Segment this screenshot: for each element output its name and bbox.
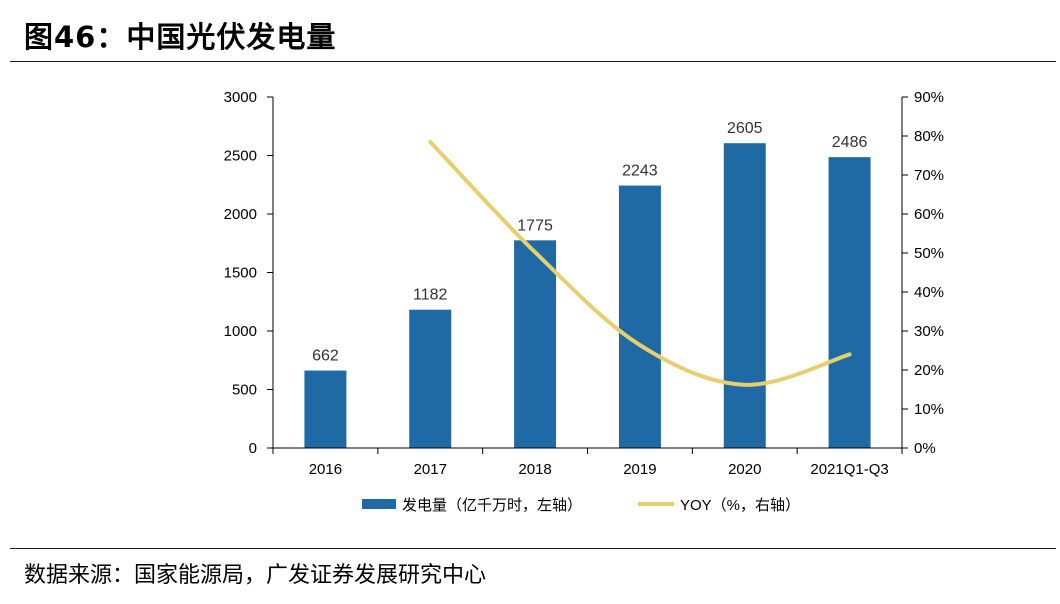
right-tick-label: 70% (914, 167, 944, 184)
bar-2018 (514, 240, 557, 448)
bar-data-label: 1775 (517, 217, 553, 234)
x-tick-label: 2021Q1-Q3 (810, 461, 888, 478)
left-tick-label: 1500 (224, 265, 257, 282)
right-tick-label: 30% (914, 323, 944, 340)
x-tick-label: 2016 (309, 461, 342, 478)
bar-data-label: 1182 (413, 287, 448, 304)
legend-line-label: YOY（%，右轴） (680, 497, 800, 514)
bar-data-labels: 662 1182 1775 2243 2605 2486 (312, 120, 867, 364)
bar-2019 (618, 185, 661, 448)
legend-bar-swatch (362, 499, 396, 509)
bar-data-label: 662 (312, 348, 339, 365)
legend: 发电量（亿千万时，左轴） YOY（%，右轴） (362, 497, 800, 514)
right-tick-label: 60% (914, 206, 944, 223)
right-tick-label: 90% (914, 89, 944, 106)
left-tick-label: 2500 (224, 148, 257, 165)
bar-series (304, 143, 871, 448)
left-tick-label: 500 (232, 382, 257, 399)
axes: 0 500 1000 1500 2000 2500 3000 0% 10% 20% 30% 40% 50… (224, 89, 944, 478)
x-tick-label: 2020 (728, 461, 761, 478)
bar-data-label: 2243 (622, 163, 658, 180)
yoy-line (428, 139, 852, 387)
x-tick-label: 2018 (518, 461, 551, 478)
right-tick-label: 50% (914, 245, 944, 262)
yoy-line-series (428, 139, 852, 387)
right-tick-label: 20% (914, 362, 944, 379)
source-note: 数据来源：国家能源局，广发证券发展研究中心 (24, 563, 487, 588)
figure-title: 图46：中国光伏发电量 (24, 20, 337, 54)
left-tick-label: 2000 (224, 206, 257, 223)
bottom-divider (10, 548, 1056, 549)
bar-data-label: 2486 (832, 134, 868, 151)
bar-2020 (723, 143, 766, 448)
left-tick-label: 3000 (224, 89, 257, 106)
x-tick-label: 2017 (414, 461, 447, 478)
right-tick-label: 40% (914, 284, 944, 301)
x-tick-label: 2019 (623, 461, 656, 478)
right-tick-label: 0% (914, 440, 936, 457)
left-tick-label: 0 (249, 440, 257, 457)
bar-2017 (409, 309, 452, 448)
bar-2016 (304, 370, 347, 448)
right-tick-label: 10% (914, 401, 944, 418)
legend-bar-label: 发电量（亿千万时，左轴） (402, 497, 582, 514)
left-tick-label: 1000 (224, 323, 257, 340)
top-divider (10, 61, 1056, 62)
bar-2021Q1-Q3 (828, 157, 871, 448)
right-tick-label: 80% (914, 128, 944, 145)
bar-data-label: 2605 (727, 120, 763, 137)
